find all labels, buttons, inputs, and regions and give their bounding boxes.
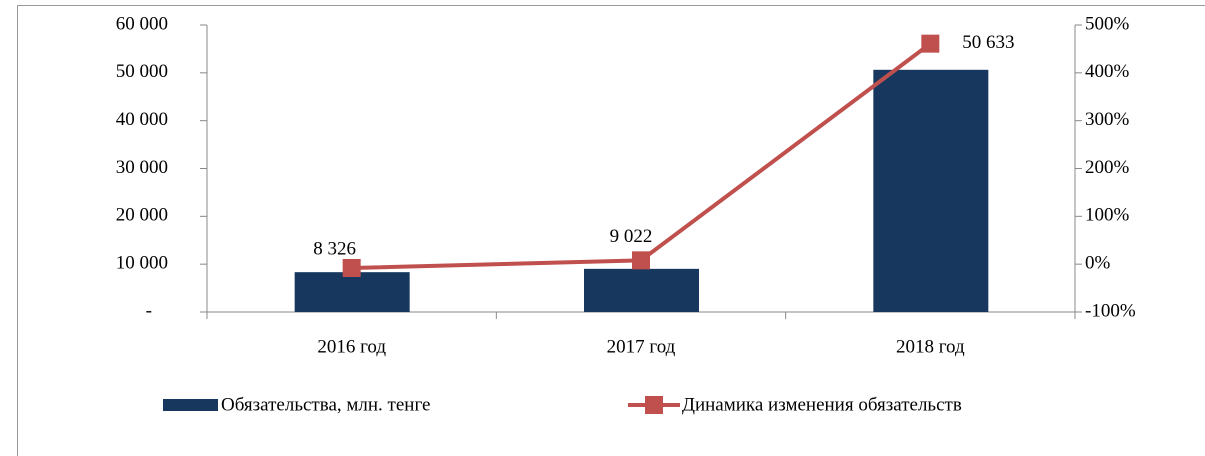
chart-frame — [17, 5, 1205, 456]
legend-label: Динамика изменения обязательств — [682, 394, 962, 415]
y2-tick-label: -100% — [1085, 300, 1136, 321]
y-tick-label: 20 000 — [116, 205, 168, 226]
y2-tick-label: 200% — [1085, 157, 1130, 178]
legend-swatch — [645, 396, 663, 414]
x-tick-label: 2016 год — [317, 336, 386, 357]
x-tick-label: 2018 год — [896, 336, 965, 357]
y2-tick-label: 300% — [1085, 109, 1130, 130]
y2-tick-label: 500% — [1085, 13, 1130, 34]
y2-tick-label: 0% — [1085, 253, 1111, 274]
y-tick-label: 60 000 — [116, 13, 168, 34]
line-marker — [921, 34, 940, 53]
y-tick-label: - — [146, 300, 152, 321]
bar — [294, 272, 410, 312]
y-tick-label: 40 000 — [116, 109, 168, 130]
bar — [584, 268, 699, 312]
y2-tick-label: 100% — [1085, 205, 1130, 226]
data-label: 9 022 — [610, 226, 653, 247]
y-tick-label: 10 000 — [116, 253, 168, 274]
data-label: 8 326 — [313, 239, 356, 260]
data-label: 50 633 — [962, 32, 1014, 53]
legend-label: Обязательства, млн. тенге — [221, 394, 430, 415]
line-marker — [342, 258, 361, 277]
y2-tick-label: 400% — [1085, 61, 1130, 82]
x-tick-label: 2017 год — [607, 336, 676, 357]
y-tick-label: 50 000 — [116, 61, 168, 82]
legend-swatch — [163, 399, 218, 411]
bar — [873, 69, 989, 312]
line-marker — [632, 251, 650, 270]
y-tick-label: 30 000 — [116, 157, 168, 178]
